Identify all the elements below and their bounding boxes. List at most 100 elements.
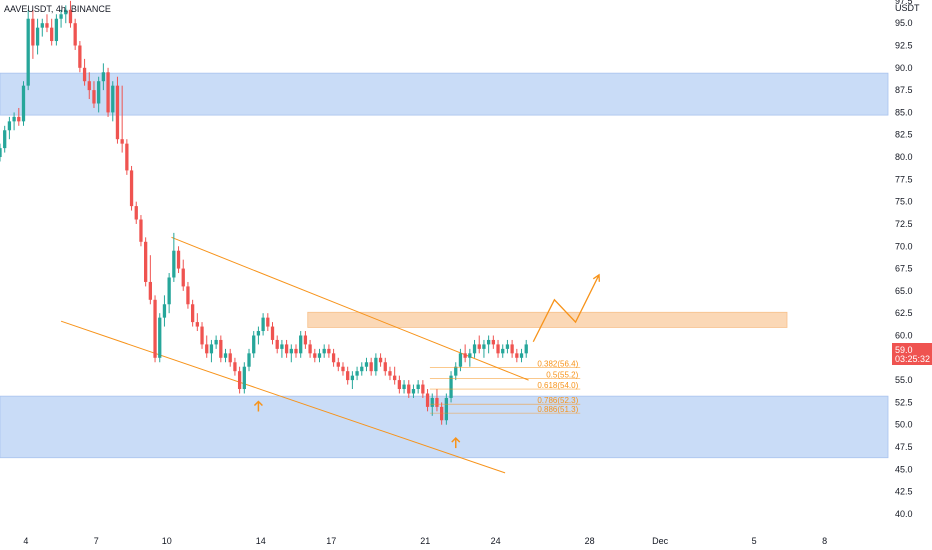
bounce-marker-icon xyxy=(253,400,263,412)
candle-body xyxy=(190,304,195,323)
x-axis[interactable]: 4 7 10 14 17 21 24 28 Dec 5 8 xyxy=(23,536,827,546)
candle xyxy=(87,72,91,100)
candle xyxy=(275,335,279,354)
y-tick-label: 80.0 xyxy=(895,152,913,162)
candle xyxy=(284,339,289,358)
candle-body xyxy=(482,344,486,349)
candle xyxy=(510,339,514,358)
candle xyxy=(129,165,134,211)
candle xyxy=(186,281,190,309)
candle xyxy=(92,81,96,108)
candle xyxy=(209,339,214,363)
current-price-label: 59.0 xyxy=(895,345,913,355)
candle xyxy=(125,139,129,175)
y-tick-label: 75.0 xyxy=(895,197,913,207)
candle xyxy=(167,273,171,314)
candle xyxy=(266,313,270,332)
marker-head xyxy=(451,437,461,443)
candle xyxy=(435,389,439,412)
fib-label: 0.886(51.3) xyxy=(537,405,578,414)
candle-body xyxy=(270,326,275,340)
candle xyxy=(158,313,162,363)
x-tick-label: 10 xyxy=(162,536,172,546)
x-tick-label: 14 xyxy=(256,536,266,546)
candle-body xyxy=(50,27,54,42)
candle xyxy=(491,335,495,349)
candle xyxy=(519,348,524,363)
candle-body xyxy=(360,366,364,372)
candle-body xyxy=(247,353,251,367)
candle-body xyxy=(458,353,463,367)
y-tick-label: 82.5 xyxy=(895,130,913,140)
candle xyxy=(388,366,392,381)
candle xyxy=(341,362,345,376)
candle-body xyxy=(35,27,40,46)
demand-zone-lower xyxy=(0,395,889,459)
y-tick-label: 62.5 xyxy=(895,308,913,318)
candle-body xyxy=(383,362,387,372)
markers-layer xyxy=(253,400,461,449)
candle xyxy=(317,348,322,363)
candle-body xyxy=(280,344,284,349)
candle-body xyxy=(284,344,289,354)
candle-body xyxy=(331,353,336,363)
candle-body xyxy=(97,81,101,104)
resistance-zone xyxy=(307,311,788,328)
candle xyxy=(97,76,101,113)
candle xyxy=(252,331,256,358)
candle xyxy=(59,9,63,28)
candle-body xyxy=(92,90,96,104)
candle-body xyxy=(519,353,524,358)
candle-body xyxy=(449,375,453,398)
y-tick-label: 92.5 xyxy=(895,41,913,51)
candle xyxy=(331,348,336,367)
fib-label: 0.382(56.4) xyxy=(537,360,578,369)
candle xyxy=(280,339,284,358)
candle-body xyxy=(228,353,232,363)
candle xyxy=(68,0,73,28)
y-axis[interactable]: 97.5 95.0 92.5 90.0 87.5 85.0 82.5 80.0 77.5 75.0… xyxy=(895,0,913,519)
candle-body xyxy=(313,353,317,358)
candle xyxy=(7,116,12,140)
candle-body xyxy=(411,389,416,394)
candle xyxy=(106,67,110,117)
candle-body xyxy=(144,241,148,282)
candle-body xyxy=(294,348,298,354)
candle-body xyxy=(82,67,87,82)
candle-body xyxy=(440,406,444,421)
candle xyxy=(486,335,491,354)
candle-body xyxy=(364,362,369,367)
candle xyxy=(515,348,519,363)
candle-body xyxy=(463,353,467,358)
candle-body xyxy=(275,339,279,349)
candle-body xyxy=(186,286,190,305)
candle xyxy=(247,348,251,372)
supply-zone-upper xyxy=(0,72,889,116)
candle-body xyxy=(515,353,519,358)
candle-body xyxy=(317,353,322,358)
projection-arrowhead xyxy=(592,273,600,282)
candle-body xyxy=(388,371,392,376)
candle xyxy=(111,81,115,122)
candle xyxy=(256,326,261,345)
candle xyxy=(524,339,528,358)
candle xyxy=(101,63,106,91)
y-tick-label: 50.0 xyxy=(895,420,913,430)
candle-body xyxy=(209,344,214,354)
candle-body xyxy=(129,170,134,207)
candle-body xyxy=(237,371,242,390)
fib-label: 0.786(52.3) xyxy=(537,396,578,405)
candle xyxy=(505,339,510,354)
y-axis-unit: USDT xyxy=(895,3,920,13)
candle xyxy=(144,237,148,287)
candle-body xyxy=(346,371,350,381)
candle xyxy=(472,339,477,358)
candle-body xyxy=(486,339,491,345)
y-tick-label: 72.5 xyxy=(895,219,913,229)
candle-body xyxy=(242,366,246,390)
candle-body xyxy=(374,357,378,372)
candle xyxy=(134,201,138,224)
y-tick-label: 67.5 xyxy=(895,264,913,274)
